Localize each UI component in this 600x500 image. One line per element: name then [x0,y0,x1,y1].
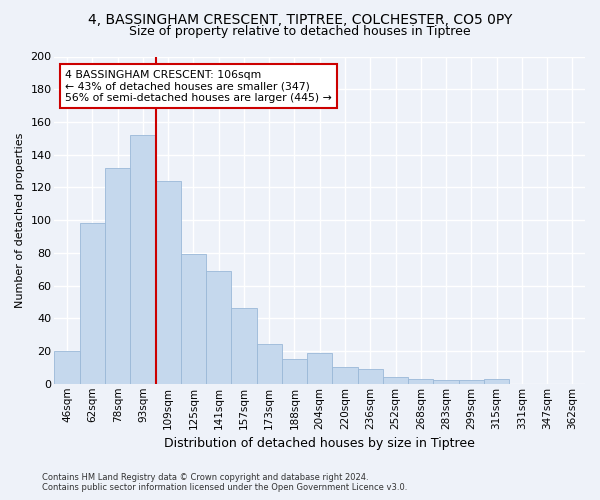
Bar [383,377,408,384]
Text: 4 BASSINGHAM CRESCENT: 106sqm
← 43% of detached houses are smaller (347)
56% of : 4 BASSINGHAM CRESCENT: 106sqm ← 43% of d… [65,70,332,103]
Bar [80,224,105,384]
Bar [155,181,181,384]
Bar [257,344,282,384]
Bar [484,379,509,384]
Bar [282,359,307,384]
Text: 4, BASSINGHAM CRESCENT, TIPTREE, COLCHESTER, CO5 0PY: 4, BASSINGHAM CRESCENT, TIPTREE, COLCHES… [88,12,512,26]
Bar [105,168,130,384]
Bar [55,351,80,384]
Bar [307,352,332,384]
Bar [130,135,155,384]
Text: Contains HM Land Registry data © Crown copyright and database right 2024.
Contai: Contains HM Land Registry data © Crown c… [42,473,407,492]
Bar [458,380,484,384]
Bar [332,368,358,384]
X-axis label: Distribution of detached houses by size in Tiptree: Distribution of detached houses by size … [164,437,475,450]
Text: Size of property relative to detached houses in Tiptree: Size of property relative to detached ho… [129,25,471,38]
Bar [358,369,383,384]
Bar [408,379,433,384]
Bar [433,380,458,384]
Y-axis label: Number of detached properties: Number of detached properties [15,132,25,308]
Bar [232,308,257,384]
Bar [181,254,206,384]
Bar [206,271,232,384]
